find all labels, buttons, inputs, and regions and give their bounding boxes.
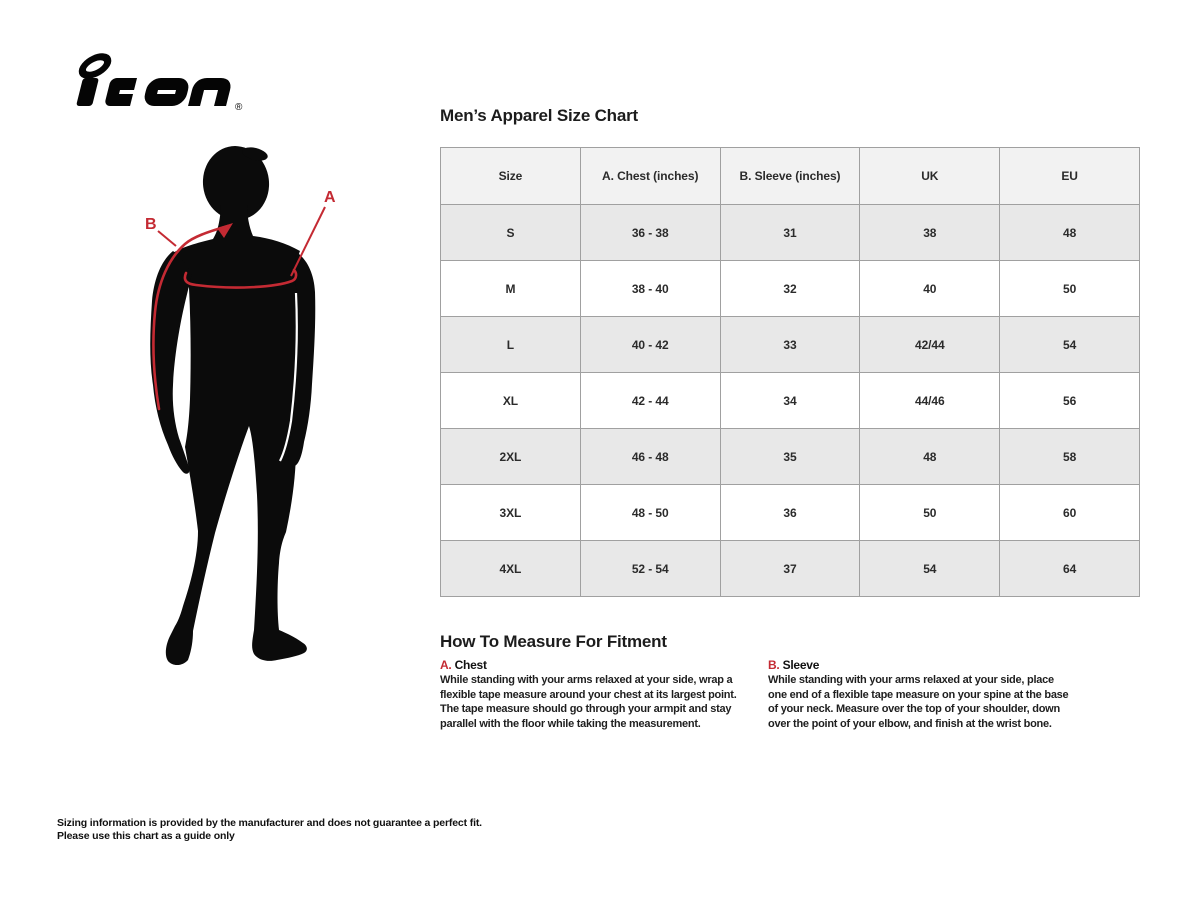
measurement-annotations: B A [145, 189, 336, 411]
measure-chest-key: A. [440, 658, 452, 672]
size-table-cell: 36 - 38 [579, 204, 721, 261]
size-table-cell: 44/46 [859, 372, 1001, 429]
size-table-cell: 4XL [440, 540, 581, 597]
size-table-cell: M [440, 260, 581, 317]
size-table-row-L: L 40 - 42 33 42/44 54 [440, 316, 1140, 373]
logo-i-dot [78, 53, 112, 79]
size-table-cell: 32 [719, 260, 861, 317]
silhouette-right-arm [288, 251, 316, 467]
size-table-cell: 42 - 44 [579, 372, 721, 429]
size-table-row-4XL: 4XL 52 - 54 37 54 64 [440, 540, 1140, 597]
disclaimer-line-1: Sizing information is provided by the ma… [57, 817, 482, 829]
man-silhouette-figure: B A [145, 146, 336, 666]
logo-o [144, 78, 189, 106]
size-chart-title: Men’s Apparel Size Chart [440, 106, 638, 125]
size-table-cell: S [440, 204, 581, 261]
logo-i-stem [76, 78, 99, 106]
chest-label-pointer-line [290, 206, 326, 277]
size-table-row-3XL: 3XL 48 - 50 36 50 60 [440, 484, 1140, 541]
size-table-cell: 38 [859, 204, 1001, 261]
size-table-body: S 36 - 38 31 38 48 M 38 - 40 32 40 50 L 40 - 42 33 42… [440, 204, 1140, 597]
size-table-row-XL: XL 42 - 44 34 44/46 56 [440, 372, 1140, 429]
man-silhouette [150, 146, 316, 666]
disclaimer-line-2: Please use this chart as a guide only [57, 830, 235, 842]
size-table-cell: 58 [999, 428, 1140, 485]
logo-registered-mark: ® [235, 102, 243, 113]
size-table: Size A. Chest (inches) B. Sleeve (inches) U… [440, 147, 1140, 597]
size-table-cell: 56 [999, 372, 1140, 429]
size-table-row-M: M 38 - 40 32 40 50 [440, 260, 1140, 317]
size-table-cell: XL [440, 372, 581, 429]
size-table-cell: 48 [859, 428, 1001, 485]
size-table-cell: 3XL [440, 484, 581, 541]
size-table-row-2XL: 2XL 46 - 48 35 48 58 [440, 428, 1140, 485]
silhouette-head [202, 146, 270, 220]
size-table-cell: 31 [719, 204, 861, 261]
measure-chest-name: Chest [454, 658, 487, 672]
size-table-cell: 40 - 42 [579, 316, 721, 373]
silhouette-arm-torso-gap [279, 292, 298, 462]
size-table-header-row: Size A. Chest (inches) B. Sleeve (inches) U… [440, 147, 1140, 205]
measure-sleeve-name: Sleeve [782, 658, 820, 672]
measure-sleeve-heading: B. Sleeve [768, 658, 1070, 673]
size-table-cell: 64 [999, 540, 1140, 597]
size-table-cell: 52 - 54 [579, 540, 721, 597]
sleeve-label-b: B [145, 216, 157, 233]
sleeve-label-pointer-line [157, 230, 177, 247]
size-table-cell: 50 [859, 484, 1001, 541]
size-table-cell: 54 [999, 316, 1140, 373]
size-table-column-header: B. Sleeve (inches) [719, 147, 861, 205]
size-table-cell: 36 [719, 484, 861, 541]
size-table-cell: 38 - 40 [579, 260, 721, 317]
chest-label-a: A [324, 189, 336, 206]
size-table-cell: 42/44 [859, 316, 1001, 373]
size-table-cell: 33 [719, 316, 861, 373]
sizing-disclaimer: Sizing information is provided by the ma… [57, 817, 482, 843]
silhouette-left-arm [150, 251, 192, 474]
size-table-cell: 60 [999, 484, 1140, 541]
size-table-cell: L [440, 316, 581, 373]
how-to-measure-title: How To Measure For Fitment [440, 632, 667, 651]
icon-logo-letters [76, 53, 231, 106]
logo-c [105, 78, 138, 106]
silhouette-hair [242, 147, 268, 161]
sleeve-measurement-line [152, 224, 230, 411]
silhouette-torso-legs [165, 205, 307, 666]
chest-measurement-line [183, 268, 298, 289]
measure-chest-text: While standing with your arms relaxed at… [440, 674, 737, 730]
measure-section-chest: A. Chest While standing with your arms r… [440, 658, 742, 731]
size-table-cell: 34 [719, 372, 861, 429]
measure-chest-heading: A. Chest [440, 658, 742, 673]
size-table-cell: 48 [999, 204, 1140, 261]
size-table-column-header: A. Chest (inches) [579, 147, 721, 205]
size-table-column-header: EU [999, 147, 1140, 205]
icon-brand-logo: ® [76, 53, 243, 113]
size-table-cell: 40 [859, 260, 1001, 317]
size-table-row-S: S 36 - 38 31 38 48 [440, 204, 1140, 261]
sleeve-arrowhead [217, 223, 233, 238]
logo-n [188, 78, 231, 106]
size-table-cell: 37 [719, 540, 861, 597]
size-table-cell: 48 - 50 [579, 484, 721, 541]
size-table-column-header: Size [440, 147, 581, 205]
measure-sleeve-text: While standing with your arms relaxed at… [768, 674, 1069, 730]
size-table-head: Size A. Chest (inches) B. Sleeve (inches) U… [440, 147, 1140, 205]
size-table-cell: 54 [859, 540, 1001, 597]
size-table-cell: 35 [719, 428, 861, 485]
measure-section-sleeve: B. Sleeve While standing with your arms … [768, 658, 1070, 731]
size-table-cell: 46 - 48 [579, 428, 721, 485]
size-table-cell: 2XL [440, 428, 581, 485]
measure-sleeve-key: B. [768, 658, 780, 672]
size-table-column-header: UK [859, 147, 1001, 205]
size-table-cell: 50 [999, 260, 1140, 317]
